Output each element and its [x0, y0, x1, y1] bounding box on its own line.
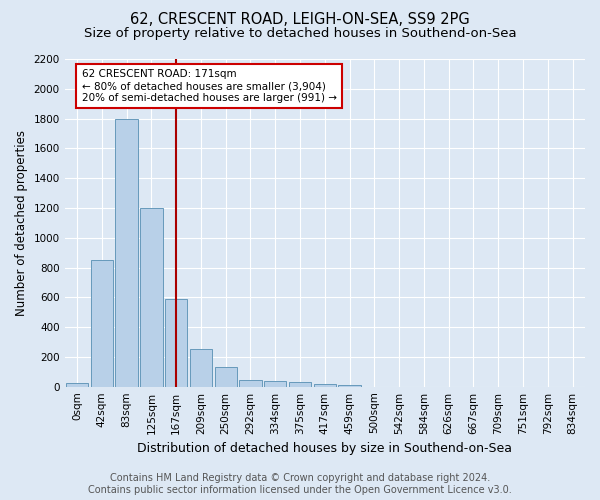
Text: 62, CRESCENT ROAD, LEIGH-ON-SEA, SS9 2PG: 62, CRESCENT ROAD, LEIGH-ON-SEA, SS9 2PG: [130, 12, 470, 28]
Bar: [66, 383, 88, 386]
Text: Contains HM Land Registry data © Crown copyright and database right 2024.
Contai: Contains HM Land Registry data © Crown c…: [88, 474, 512, 495]
X-axis label: Distribution of detached houses by size in Southend-on-Sea: Distribution of detached houses by size …: [137, 442, 512, 455]
Bar: [190, 348, 212, 387]
Bar: [289, 382, 311, 386]
Bar: [91, 260, 113, 386]
Bar: [239, 380, 262, 386]
Bar: [338, 385, 361, 386]
Bar: [165, 299, 187, 386]
Text: 62 CRESCENT ROAD: 171sqm
← 80% of detached houses are smaller (3,904)
20% of sem: 62 CRESCENT ROAD: 171sqm ← 80% of detach…: [82, 70, 337, 102]
Y-axis label: Number of detached properties: Number of detached properties: [15, 130, 28, 316]
Bar: [140, 208, 163, 386]
Bar: [314, 384, 336, 386]
Bar: [264, 380, 286, 386]
Text: Size of property relative to detached houses in Southend-on-Sea: Size of property relative to detached ho…: [83, 28, 517, 40]
Bar: [115, 118, 138, 386]
Bar: [215, 368, 237, 386]
